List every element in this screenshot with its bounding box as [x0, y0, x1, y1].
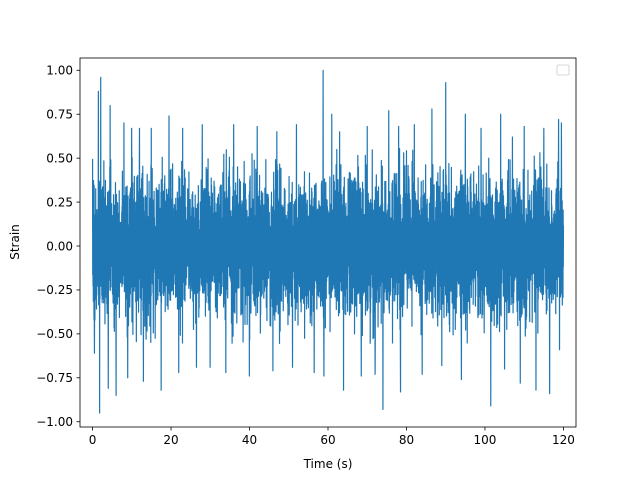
series-layer	[91, 69, 565, 414]
y-tick-label: −1.00	[36, 415, 73, 429]
y-axis-label: Strain	[8, 224, 22, 260]
y-tick-label: 0.25	[46, 195, 73, 209]
legend-box	[556, 64, 570, 76]
y-tick-label: 0.00	[46, 239, 73, 253]
y-tick-label: 0.50	[46, 151, 73, 165]
x-tick-label: 80	[399, 433, 414, 447]
axes-layer: 0 20 40 60 80 100 120 −1.00 −0.75 −0.50 −0.25 0.00 0…	[36, 57, 577, 447]
x-tick-label: 120	[552, 433, 575, 447]
y-tick-label: 1.00	[46, 64, 73, 78]
series-0-line	[91, 69, 565, 414]
y-tick-label: −0.25	[36, 283, 73, 297]
y-tick-label: 0.75	[46, 108, 73, 122]
x-axis-label: Time (s)	[303, 457, 353, 471]
y-tick-label: −0.50	[36, 327, 73, 341]
x-tick-label: 20	[163, 433, 178, 447]
x-tick-label: 100	[474, 433, 497, 447]
x-tick-label: 60	[320, 433, 335, 447]
x-tick-label: 40	[242, 433, 257, 447]
y-tick-label: −0.75	[36, 371, 73, 385]
x-tick-label: 0	[89, 433, 97, 447]
